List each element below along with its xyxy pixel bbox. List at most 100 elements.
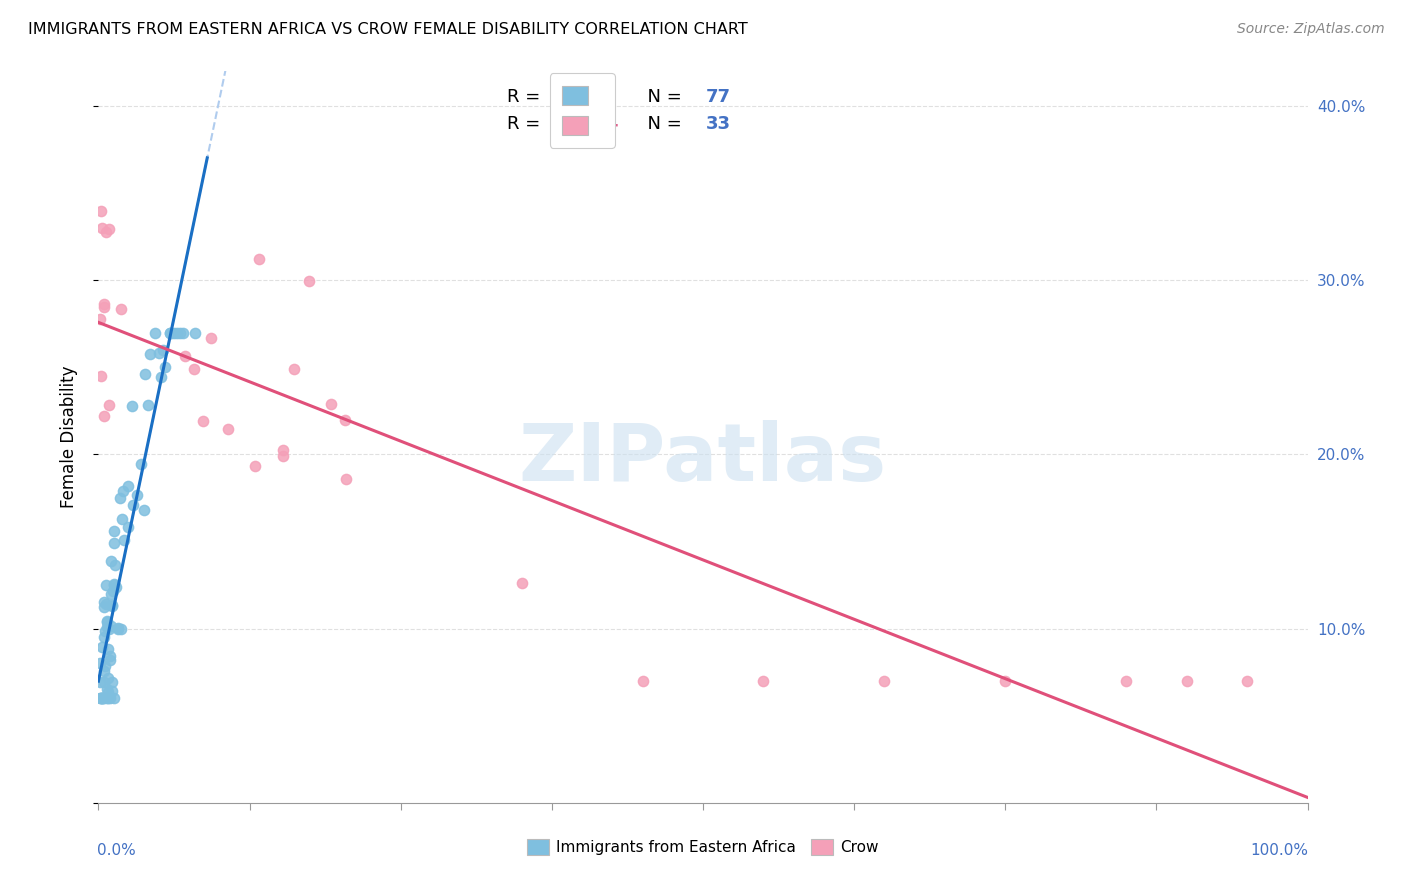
Point [93, 630, 115, 644]
Text: R =: R = [508, 115, 546, 133]
Point [143, 326, 166, 340]
Point [89, 691, 111, 706]
Point [98, 653, 121, 667]
Point [111, 484, 134, 499]
Point [184, 326, 207, 340]
Point [97, 398, 120, 412]
Point [93, 296, 115, 310]
Point [148, 346, 170, 360]
Point [159, 326, 181, 340]
Point [94, 597, 117, 611]
Point [89, 675, 111, 690]
Point [94, 624, 117, 639]
Point [97, 691, 120, 706]
Point [100, 554, 122, 568]
Point [90, 203, 112, 218]
Point [97, 684, 120, 698]
Point [97, 671, 120, 685]
Point [96, 620, 118, 634]
Point [174, 349, 197, 363]
Point [335, 413, 357, 427]
Point [139, 347, 162, 361]
Point [93, 409, 115, 423]
Point [103, 578, 125, 592]
Point [217, 421, 239, 435]
Point [110, 491, 132, 506]
Point [159, 326, 181, 340]
Point [191, 414, 214, 428]
Point [873, 673, 896, 688]
Point [319, 397, 342, 411]
Point [93, 665, 115, 679]
Point [93, 691, 115, 706]
Point [163, 326, 186, 340]
Point [101, 584, 124, 599]
Point [97, 642, 120, 657]
Point [103, 691, 125, 706]
Text: N =: N = [637, 115, 688, 133]
Point [752, 673, 775, 688]
Point [98, 622, 121, 636]
Point [1175, 673, 1198, 688]
Point [134, 503, 156, 517]
Point [122, 498, 145, 512]
Point [111, 512, 134, 526]
Text: N =: N = [637, 88, 688, 106]
Point [166, 326, 188, 340]
Text: Source: ZipAtlas.com: Source: ZipAtlas.com [1237, 22, 1385, 37]
Text: ZIPatlas: ZIPatlas [519, 420, 887, 498]
Legend: Immigrants from Eastern Africa, Crow: Immigrants from Eastern Africa, Crow [522, 833, 884, 861]
Point [91, 220, 114, 235]
Text: 100.0%: 100.0% [1251, 843, 1309, 858]
Point [93, 674, 115, 689]
Point [91, 691, 114, 706]
Point [89, 657, 111, 671]
Point [283, 361, 305, 376]
Point [121, 399, 143, 413]
Point [104, 580, 127, 594]
Point [98, 649, 121, 664]
Point [93, 595, 115, 609]
Point [91, 691, 114, 706]
Point [110, 301, 132, 316]
Text: 0.0%: 0.0% [97, 843, 136, 858]
Point [100, 598, 122, 612]
Point [96, 577, 118, 591]
Text: IMMIGRANTS FROM EASTERN AFRICA VS CROW FEMALE DISABILITY CORRELATION CHART: IMMIGRANTS FROM EASTERN AFRICA VS CROW F… [28, 22, 748, 37]
Point [136, 398, 159, 412]
Point [631, 673, 654, 688]
Point [153, 359, 176, 374]
Point [96, 615, 118, 629]
Text: 0.297: 0.297 [561, 88, 617, 106]
Text: -0.484: -0.484 [554, 115, 619, 133]
Point [183, 362, 205, 376]
Point [104, 558, 127, 573]
Point [94, 225, 117, 239]
Y-axis label: Female Disability: Female Disability [59, 366, 77, 508]
Point [100, 587, 122, 601]
Point [149, 369, 172, 384]
Point [93, 300, 115, 314]
Point [90, 691, 112, 706]
Point [510, 575, 533, 590]
Point [335, 472, 357, 486]
Point [1236, 673, 1258, 688]
Point [90, 369, 112, 384]
Point [100, 619, 122, 633]
Text: R =: R = [508, 88, 546, 106]
Point [112, 533, 135, 548]
Point [100, 684, 122, 698]
Point [101, 599, 124, 614]
Point [93, 658, 115, 673]
Point [110, 623, 132, 637]
Point [96, 681, 118, 696]
Point [994, 673, 1017, 688]
Point [90, 640, 112, 654]
Text: 77: 77 [706, 88, 731, 106]
Point [96, 615, 118, 629]
Point [89, 311, 111, 326]
Point [271, 442, 294, 457]
Point [298, 274, 321, 288]
Point [127, 487, 149, 501]
Point [103, 536, 125, 550]
